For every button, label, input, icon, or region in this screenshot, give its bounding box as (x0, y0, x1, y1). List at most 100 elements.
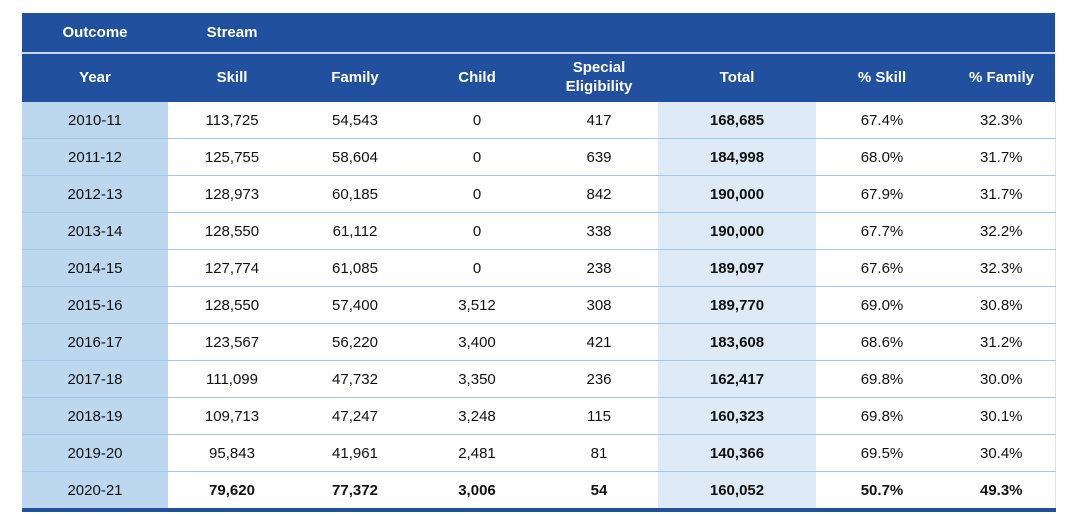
table-row: 2019-20 95,843 41,961 2,481 81 140,366 69.5% 30… (22, 434, 1056, 472)
cell-child: 3,006 (414, 471, 540, 510)
cell-pct_skill: 67.4% (816, 102, 948, 139)
cell-pct_family: 30.4% (948, 434, 1056, 472)
cell-special_eligibility: 338 (540, 212, 658, 250)
cell-pct_family: 32.3% (948, 249, 1056, 287)
cell-special_eligibility: 421 (540, 323, 658, 361)
cell-total: 162,417 (658, 360, 816, 398)
column-header-pct_skill: % Skill (816, 53, 948, 102)
cell-total: 183,608 (658, 323, 816, 361)
cell-family: 47,247 (296, 397, 414, 435)
table-row: 2010-11 113,725 54,543 0 417 168,685 67.4% 32.3… (22, 102, 1056, 139)
cell-special_eligibility: 842 (540, 175, 658, 213)
cell-pct_skill: 50.7% (816, 471, 948, 510)
cell-year: 2014-15 (22, 249, 168, 287)
group-header-filler (296, 13, 1056, 54)
cell-child: 0 (414, 138, 540, 176)
column-header-child: Child (414, 53, 540, 102)
cell-pct_skill: 68.0% (816, 138, 948, 176)
cell-child: 3,400 (414, 323, 540, 361)
cell-family: 58,604 (296, 138, 414, 176)
column-header-special_eligibility: Special Eligibility (540, 53, 658, 102)
cell-pct_skill: 67.7% (816, 212, 948, 250)
cell-pct_skill: 69.8% (816, 360, 948, 398)
cell-pct_family: 32.3% (948, 102, 1056, 139)
cell-pct_skill: 67.9% (816, 175, 948, 213)
table-row: 2018-19 109,713 47,247 3,248 115 160,323 69.8%… (22, 397, 1056, 435)
cell-year: 2018-19 (22, 397, 168, 435)
column-header-row: Year Skill Family Child Special Eligibility T… (22, 53, 1056, 102)
column-header-total: Total (658, 53, 816, 102)
table-row: 2016-17 123,567 56,220 3,400 421 183,608 68.6%… (22, 323, 1056, 361)
cell-pct_skill: 69.0% (816, 286, 948, 324)
table-row: 2011-12 125,755 58,604 0 639 184,998 68.0% 31.7… (22, 138, 1056, 176)
cell-skill: 113,725 (168, 102, 296, 139)
cell-skill: 79,620 (168, 471, 296, 510)
cell-skill: 128,973 (168, 175, 296, 213)
cell-skill: 95,843 (168, 434, 296, 472)
cell-total: 160,323 (658, 397, 816, 435)
cell-pct_skill: 69.5% (816, 434, 948, 472)
table-row: 2013-14 128,550 61,112 0 338 190,000 67.7% 32.2… (22, 212, 1056, 250)
cell-family: 41,961 (296, 434, 414, 472)
cell-skill: 111,099 (168, 360, 296, 398)
cell-family: 61,085 (296, 249, 414, 287)
cell-skill: 125,755 (168, 138, 296, 176)
cell-special_eligibility: 236 (540, 360, 658, 398)
column-header-pct_family: % Family (948, 53, 1056, 102)
cell-total: 184,998 (658, 138, 816, 176)
cell-pct_family: 30.0% (948, 360, 1056, 398)
cell-year: 2020-21 (22, 471, 168, 510)
table-row: 2014-15 127,774 61,085 0 238 189,097 67.6% 32.3… (22, 249, 1056, 287)
cell-family: 61,112 (296, 212, 414, 250)
cell-pct_family: 30.1% (948, 397, 1056, 435)
cell-family: 56,220 (296, 323, 414, 361)
cell-special_eligibility: 417 (540, 102, 658, 139)
cell-pct_family: 49.3% (948, 471, 1056, 510)
column-header-family: Family (296, 53, 414, 102)
cell-family: 47,732 (296, 360, 414, 398)
cell-pct_skill: 67.6% (816, 249, 948, 287)
cell-special_eligibility: 115 (540, 397, 658, 435)
cell-total: 168,685 (658, 102, 816, 139)
cell-skill: 127,774 (168, 249, 296, 287)
cell-skill: 128,550 (168, 286, 296, 324)
table-header: Outcome Stream Year Skill Family Child Speci… (22, 13, 1056, 102)
cell-pct_skill: 69.8% (816, 397, 948, 435)
cell-total: 189,097 (658, 249, 816, 287)
cell-total: 190,000 (658, 212, 816, 250)
cell-pct_skill: 68.6% (816, 323, 948, 361)
column-header-year: Year (22, 53, 168, 102)
cell-family: 77,372 (296, 471, 414, 510)
cell-total: 140,366 (658, 434, 816, 472)
cell-child: 3,248 (414, 397, 540, 435)
group-header-outcome: Outcome (22, 13, 168, 54)
cell-pct_family: 30.8% (948, 286, 1056, 324)
cell-year: 2016-17 (22, 323, 168, 361)
table-row: 2017-18 111,099 47,732 3,350 236 162,417 69.8%… (22, 360, 1056, 398)
cell-year: 2010-11 (22, 102, 168, 139)
cell-total: 190,000 (658, 175, 816, 213)
cell-family: 54,543 (296, 102, 414, 139)
cell-special_eligibility: 639 (540, 138, 658, 176)
cell-total: 160,052 (658, 471, 816, 510)
cell-skill: 128,550 (168, 212, 296, 250)
group-header-stream: Stream (168, 13, 296, 54)
group-header-row: Outcome Stream (22, 13, 1056, 54)
cell-year: 2011-12 (22, 138, 168, 176)
cell-special_eligibility: 54 (540, 471, 658, 510)
cell-special_eligibility: 81 (540, 434, 658, 472)
cell-skill: 109,713 (168, 397, 296, 435)
cell-child: 3,512 (414, 286, 540, 324)
outcomes-table: Outcome Stream Year Skill Family Child Speci… (22, 13, 1056, 512)
cell-year: 2012-13 (22, 175, 168, 213)
cell-child: 0 (414, 249, 540, 287)
cell-family: 57,400 (296, 286, 414, 324)
cell-special_eligibility: 308 (540, 286, 658, 324)
column-header-skill: Skill (168, 53, 296, 102)
cell-special_eligibility: 238 (540, 249, 658, 287)
cell-child: 3,350 (414, 360, 540, 398)
cell-family: 60,185 (296, 175, 414, 213)
cell-pct_family: 31.2% (948, 323, 1056, 361)
cell-child: 0 (414, 175, 540, 213)
cell-year: 2019-20 (22, 434, 168, 472)
